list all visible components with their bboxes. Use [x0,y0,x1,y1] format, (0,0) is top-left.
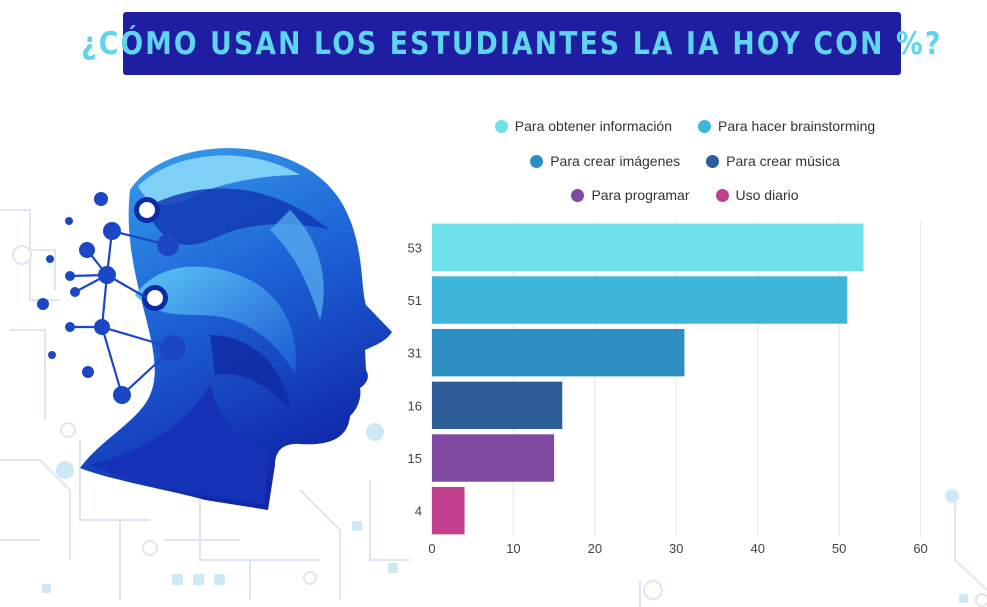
legend-label: Para crear música [726,153,840,169]
legend-label: Uso diario [735,187,799,203]
legend-row-3: Para programar Uso diario [430,187,940,203]
bar [432,276,848,324]
legend-item: Uso diario [715,187,799,203]
legend-item: Para crear imágenes [530,153,680,169]
legend-dot-icon [715,188,729,202]
y-category-label: 53 [408,240,422,255]
x-tick-label: 0 [428,541,435,556]
bar [432,434,555,482]
x-tick-label: 30 [669,541,683,556]
x-tick-label: 50 [832,541,846,556]
legend-dot-icon [571,188,585,202]
y-category-label: 16 [408,398,422,413]
legend-row-1: Para obtener información Para hacer brai… [430,118,940,134]
legend-dot-icon [698,119,711,133]
x-tick-label: 40 [750,541,764,556]
y-category-label: 15 [408,451,422,466]
bar [432,223,864,272]
legend-item: Para obtener información [494,118,672,134]
bar [432,381,563,430]
legend-item: Para programar [571,187,690,203]
legend-label: Para hacer brainstorming [718,118,876,134]
bar [432,328,685,377]
x-tick-label: 60 [913,541,927,556]
title-banner: ¿CÓMO USAN LOS ESTUDIANTES LA IA HOY CON… [81,12,941,75]
legend-dot-icon [706,154,720,168]
x-tick-label: 10 [506,541,520,556]
legend-item: Para hacer brainstorming [698,118,875,134]
bar [432,486,465,535]
legend-dot-icon [530,154,544,168]
page-title: ¿CÓMO USAN LOS ESTUDIANTES LA IA HOY CON… [81,25,943,62]
y-category-label: 51 [408,293,422,308]
legend-item: Para crear música [706,153,840,169]
legend-label: Para programar [591,187,690,203]
y-category-label: 31 [408,346,422,361]
x-tick-label: 20 [588,541,602,556]
legend-label: Para obtener información [514,118,672,134]
legend-label: Para crear imágenes [550,153,681,169]
y-category-label: 4 [415,504,422,519]
ai-head-icon [37,148,392,510]
legend-row-2: Para crear imágenes Para crear música [430,153,940,169]
legend-dot-icon [494,119,508,133]
